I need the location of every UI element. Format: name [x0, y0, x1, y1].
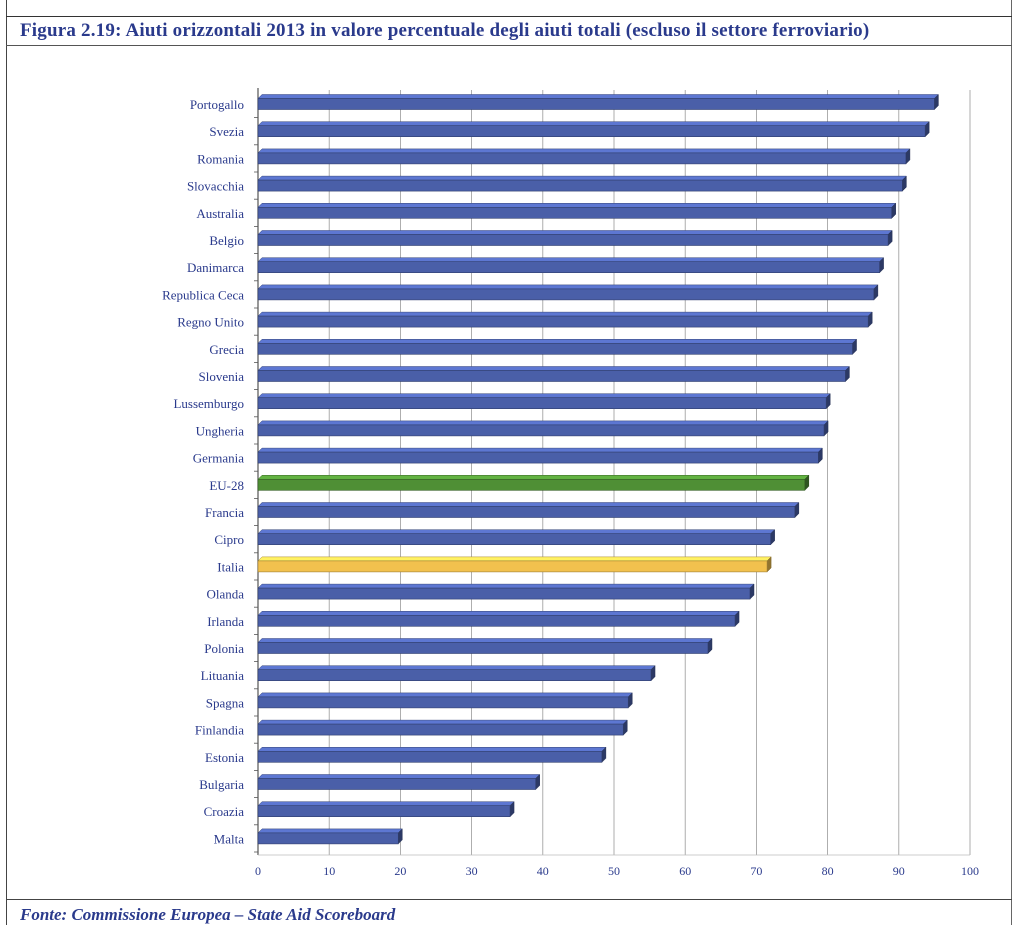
bars	[257, 93, 940, 845]
bar	[257, 583, 755, 600]
bar	[257, 393, 831, 410]
category-label: Australia	[196, 206, 244, 221]
category-label: Svezia	[209, 124, 244, 139]
category-labels: Portogallo Svezia Romania Slovacchia Austral…	[162, 97, 244, 846]
x-tick-label: 60	[679, 864, 691, 878]
figure-title: Figura 2.19: Aiuti orizzontali 2013 in v…	[20, 20, 870, 41]
category-label: Malta	[214, 831, 245, 846]
category-label: Irlanda	[207, 614, 244, 629]
bar	[257, 556, 772, 573]
figure-frame	[6, 0, 1012, 925]
category-label: Lussemburgo	[173, 396, 244, 411]
category-label: Grecia	[209, 342, 244, 357]
category-label: Cipro	[214, 532, 244, 547]
bar	[257, 447, 823, 464]
category-label: Slovacchia	[187, 179, 244, 194]
bar	[257, 529, 776, 546]
category-label: Belgio	[209, 233, 244, 248]
x-tick-label: 90	[893, 864, 905, 878]
bar	[257, 93, 940, 111]
bar-chart: 0 10 20 30 40 50 60 70 80 90 100 Portogallo Svezia R…	[162, 88, 979, 878]
x-tick-label: 30	[466, 864, 478, 878]
category-label: Bulgaria	[199, 777, 244, 792]
x-axis-tick-labels: 0 10 20 30 40 50 60 70 80 90 100	[255, 864, 979, 878]
source-bar: Fonte: Commissione Europea – State Aid S…	[6, 899, 1012, 925]
category-label: Olanda	[206, 587, 244, 602]
category-label: Lituania	[201, 668, 245, 683]
bar	[257, 801, 515, 818]
category-label: Regno Unito	[177, 315, 244, 330]
bar	[257, 311, 873, 328]
x-tick-label: 70	[750, 864, 762, 878]
category-label: Danimarca	[187, 260, 244, 275]
category-label: Slovenia	[199, 369, 245, 384]
category-label: Polonia	[204, 641, 244, 656]
bar	[257, 229, 893, 247]
x-tick-label: 0	[255, 864, 261, 878]
x-tick-label: 50	[608, 864, 620, 878]
category-label: Republica Ceca	[162, 287, 244, 302]
bar	[257, 637, 713, 655]
bar	[257, 773, 541, 791]
category-label: Germania	[193, 451, 244, 466]
category-label: EU-28	[209, 478, 244, 493]
bar	[257, 257, 885, 274]
category-label: Croazia	[204, 804, 245, 819]
x-tick-label: 40	[537, 864, 549, 878]
category-label: Ungheria	[196, 423, 245, 438]
bar	[257, 610, 740, 627]
bar	[257, 501, 800, 519]
bar	[257, 665, 656, 682]
category-label: Romania	[197, 151, 244, 166]
category-label: Francia	[205, 505, 244, 520]
x-tick-label: 10	[323, 864, 335, 878]
x-tick-label: 100	[961, 864, 979, 878]
bar	[257, 202, 897, 219]
bar	[257, 148, 911, 165]
bar	[257, 692, 633, 709]
category-label: Estonia	[205, 750, 244, 765]
bar	[257, 365, 851, 383]
bar	[257, 175, 907, 192]
bar	[257, 420, 829, 437]
figure-title-bar: Figura 2.19: Aiuti orizzontali 2013 in v…	[6, 16, 1012, 46]
source-note: Fonte: Commissione Europea – State Aid S…	[20, 905, 396, 924]
category-label: Italia	[217, 559, 244, 574]
bar	[257, 719, 628, 736]
bar	[257, 828, 403, 845]
bar	[257, 474, 810, 491]
bar	[257, 121, 930, 138]
bar	[257, 338, 858, 355]
x-tick-label: 80	[822, 864, 834, 878]
bar	[257, 746, 607, 763]
category-label: Finlandia	[195, 723, 244, 738]
category-label: Spagna	[206, 695, 245, 710]
category-label: Portogallo	[190, 97, 244, 112]
x-tick-label: 20	[394, 864, 406, 878]
bar	[257, 284, 879, 301]
